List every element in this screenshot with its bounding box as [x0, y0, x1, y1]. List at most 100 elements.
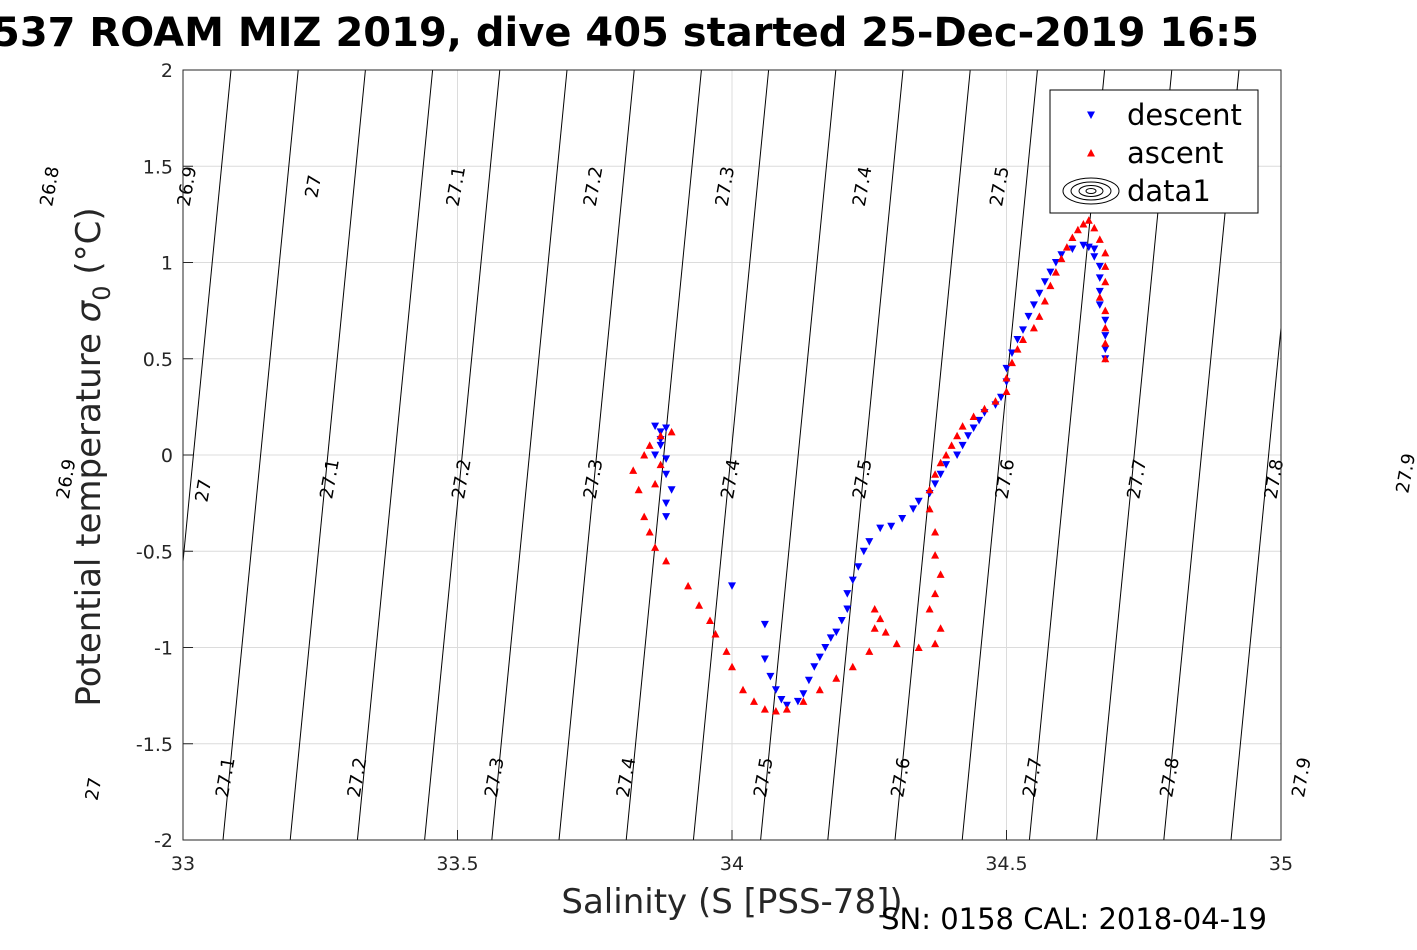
descent-point: [1002, 364, 1011, 373]
ascent-point: [1051, 268, 1060, 276]
legend-label: ascent: [1127, 136, 1223, 170]
density-contour-line: [894, 70, 971, 840]
ascent-point: [1101, 306, 1110, 315]
descent-point: [953, 451, 962, 459]
density-contour-line: [424, 70, 501, 840]
ascent-point: [645, 441, 654, 449]
descent-point: [876, 524, 885, 533]
legend-box: [1049, 89, 1259, 214]
density-contour-line: [491, 70, 568, 840]
contour-ellipse: [1078, 185, 1104, 197]
ascent-point: [640, 512, 649, 521]
descent-point: [1095, 301, 1104, 309]
ascent-point: [925, 504, 934, 513]
ascent-point: [1035, 312, 1044, 320]
ascent-point: [1013, 345, 1022, 353]
descent-point: [843, 605, 852, 613]
descent-point: [1079, 241, 1088, 250]
ascent-point: [925, 485, 934, 494]
descent-point: [1040, 278, 1049, 286]
ascent-point: [799, 697, 808, 705]
descent-point: [804, 676, 813, 685]
descent-point: [914, 497, 923, 506]
descent-point: [799, 690, 808, 698]
ascent-point: [640, 451, 649, 459]
ascent-point: [1046, 281, 1055, 290]
descent-point: [656, 441, 665, 450]
ascent-point: [931, 589, 940, 598]
descent-point: [843, 590, 852, 598]
ascent-point: [1019, 335, 1027, 343]
ascent-point: [706, 616, 714, 624]
ascent-point: [1101, 262, 1110, 270]
ascent-point: [711, 630, 720, 638]
descent-point: [1068, 245, 1077, 253]
descent-point: [1035, 289, 1044, 298]
y-tick-label: -1.5: [136, 734, 173, 756]
descent-point: [766, 672, 775, 681]
descent-point: [1095, 287, 1104, 296]
descent-point: [1101, 332, 1110, 340]
ascent-point: [870, 624, 879, 632]
descent-point: [760, 655, 769, 663]
x-axis-ticks: 33 33.5 34 34.5 35: [171, 830, 1293, 875]
y-tick-label: 1.5: [143, 156, 173, 178]
ascent-point: [651, 479, 660, 488]
ascent-point: [760, 705, 769, 713]
descent-point: [1084, 243, 1093, 252]
descent-point: [821, 644, 830, 652]
ascent-point: [1008, 358, 1016, 367]
descent-point: [969, 424, 978, 432]
density-contour-line: [183, 70, 232, 567]
x-tick-label: 33: [171, 853, 195, 875]
ascent-point: [656, 460, 665, 469]
density-contour-line: [827, 70, 904, 840]
ascent-point: [1101, 277, 1110, 286]
ascent-point: [656, 431, 665, 440]
y-axis-ticks: 2 1.5 1 0.5 0 -0.5 -1 -1.5 -2: [136, 60, 193, 852]
ascent-point: [684, 581, 693, 590]
x-axis-label: Salinity (S [PSS-78]): [561, 882, 902, 922]
descent-point: [1019, 326, 1027, 334]
descent-point: [667, 486, 676, 494]
descent-point: [662, 499, 671, 508]
ascent-point: [750, 697, 758, 705]
descent-point: [771, 686, 780, 694]
descent-point: [909, 505, 918, 513]
density-contour-line: [760, 70, 837, 840]
ascent-point: [634, 485, 643, 494]
ascent-point: [782, 705, 791, 713]
density-contour-label: 27: [301, 173, 326, 199]
descent-point: [832, 628, 841, 637]
descent-point: [887, 522, 896, 531]
density-contour-label: 27.9: [1392, 452, 1417, 495]
descent-point: [1090, 245, 1099, 253]
ascent-point: [645, 528, 654, 536]
y-axis-label: Potential temperature σ0 (°C): [69, 207, 116, 706]
ascent-point: [1084, 216, 1093, 224]
ascent-point: [1095, 235, 1104, 243]
ascent-point: [947, 441, 956, 449]
ascent-point: [936, 570, 945, 578]
contour-ellipse: [1070, 181, 1112, 201]
descent-point: [837, 617, 846, 625]
descent-point: [662, 470, 671, 479]
y-tick-label: -2: [154, 830, 173, 852]
descent-point: [815, 653, 824, 662]
density-contour-line: [289, 70, 366, 840]
y-tick-label: 1: [161, 253, 173, 275]
y-tick-label: 2: [161, 60, 173, 82]
descent-point: [1013, 336, 1022, 344]
density-contour-line: [558, 70, 635, 840]
descent-point: [810, 663, 819, 671]
x-tick-label: 35: [1269, 853, 1293, 875]
ascent-point: [991, 397, 1000, 405]
ascent-point: [931, 470, 940, 478]
ascent-point: [931, 551, 940, 559]
contour-ellipse: [1085, 188, 1097, 194]
descent-point: [793, 697, 802, 706]
ascent-point: [931, 639, 940, 648]
ascent-point: [667, 427, 676, 436]
ascent-point: [1101, 323, 1110, 332]
